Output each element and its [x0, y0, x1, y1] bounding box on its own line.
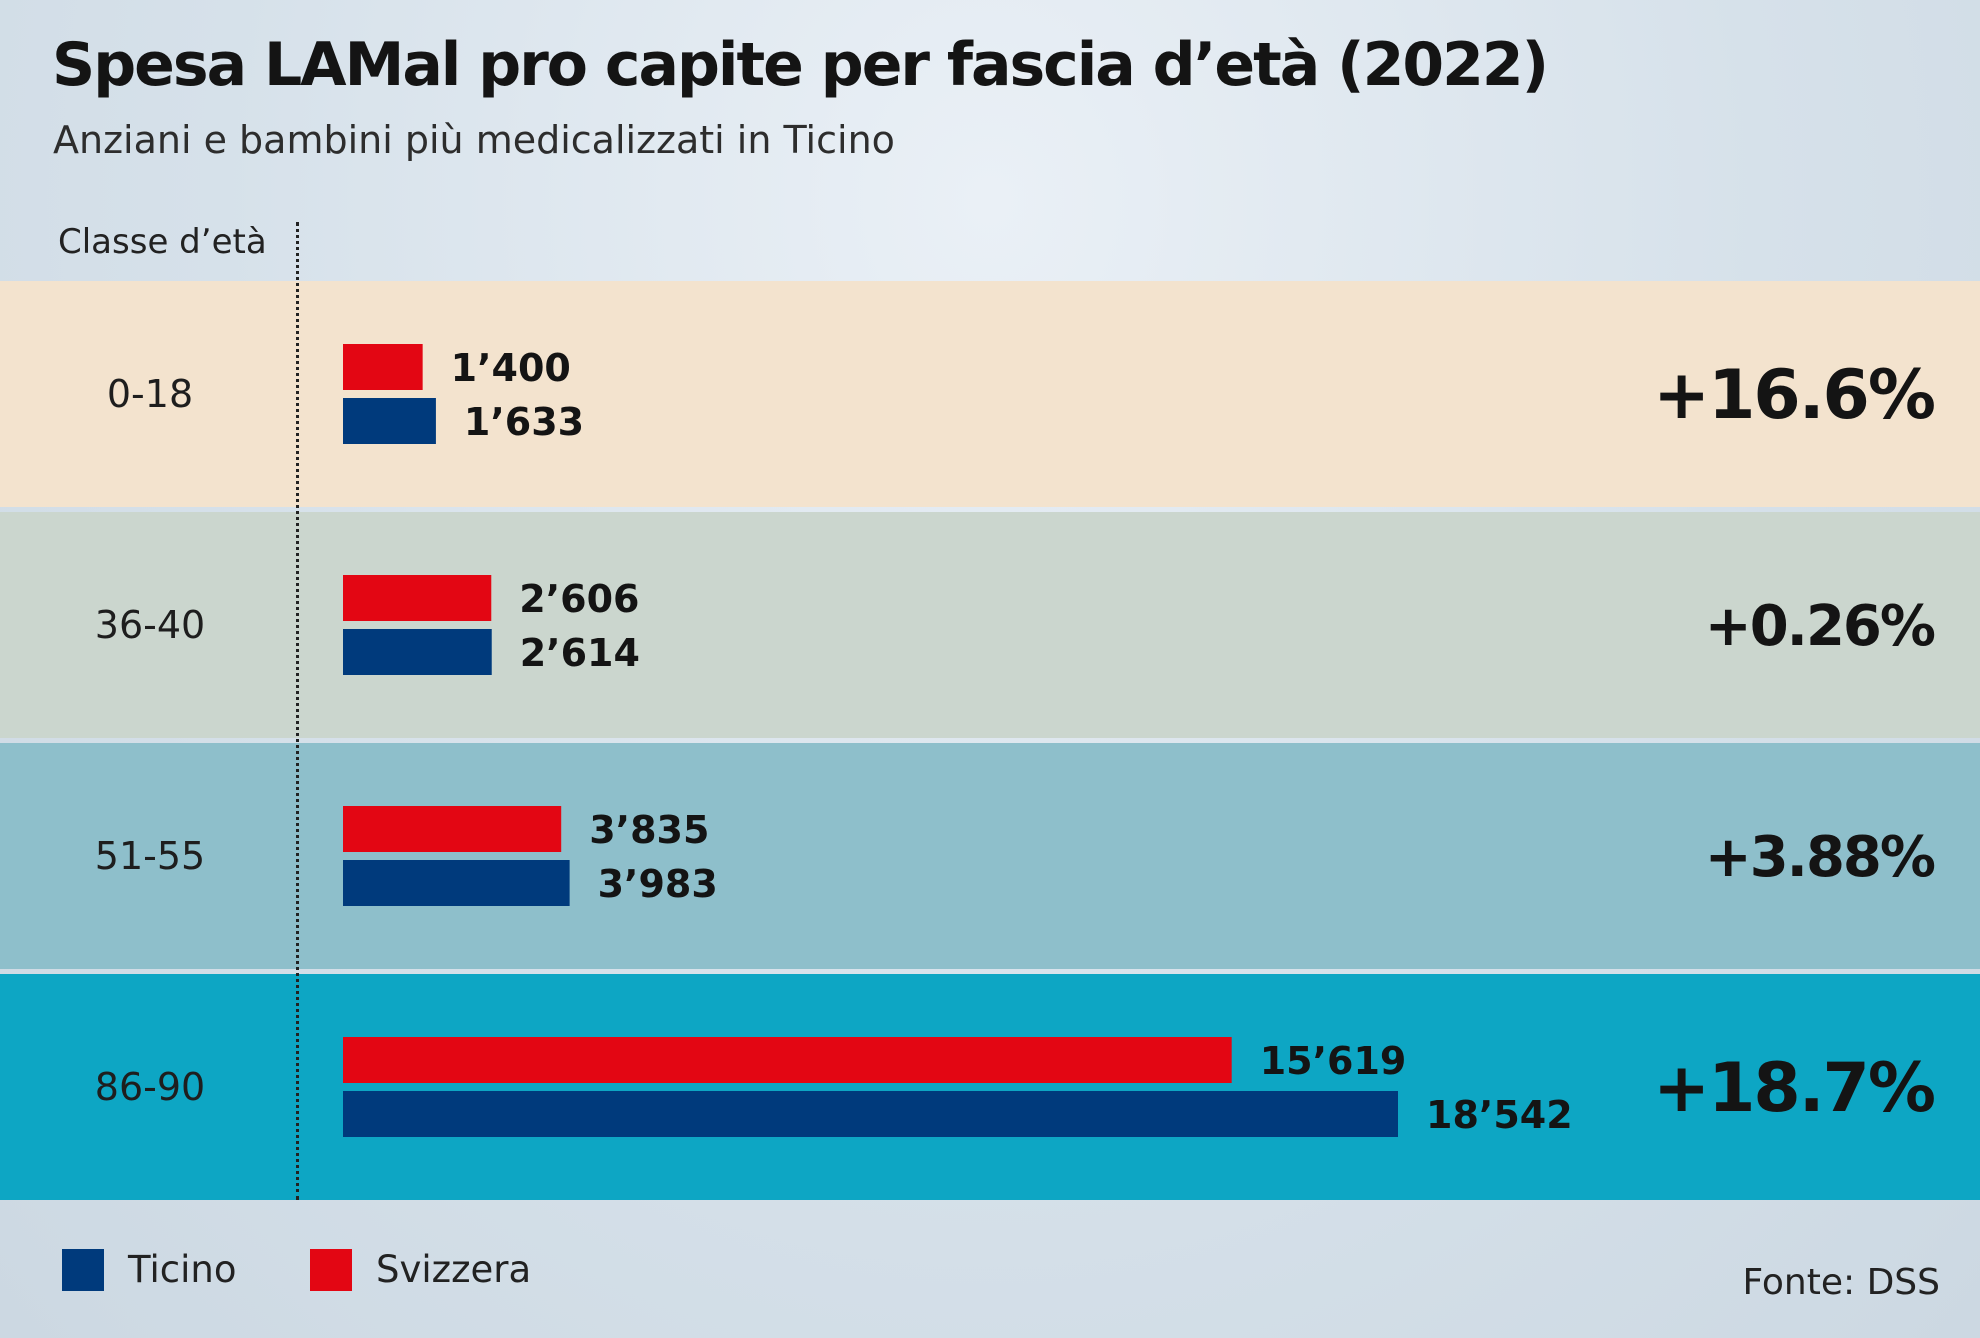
category-axis-label: Classe d’età: [58, 222, 267, 262]
bar-ticino-36-40: [343, 629, 492, 675]
legend-item-ticino: Ticino: [62, 1248, 236, 1291]
value-label-svizzera-51-55: 3’835: [589, 808, 709, 852]
category-axis-divider: [296, 222, 299, 1200]
value-label-ticino-0-18: 1’633: [464, 400, 584, 444]
difference-label-36-40: +0.26%: [1705, 594, 1935, 659]
category-label-86-90: 86-90: [95, 1065, 205, 1109]
value-label-ticino-86-90: 18’542: [1426, 1093, 1573, 1137]
bar-svizzera-51-55: [343, 806, 562, 852]
legend-label-ticino: Ticino: [128, 1248, 237, 1291]
legend-swatch-ticino: [62, 1248, 104, 1291]
value-label-svizzera-86-90: 15’619: [1260, 1039, 1407, 1083]
category-label-36-40: 36-40: [95, 603, 205, 647]
category-label-51-55: 51-55: [95, 834, 205, 878]
row-band-86-90: [0, 974, 1980, 1200]
value-label-ticino-51-55: 3’983: [598, 862, 718, 906]
bar-svizzera-0-18: [343, 344, 423, 390]
value-label-svizzera-36-40: 2’606: [519, 577, 639, 621]
difference-label-0-18: +16.6%: [1653, 356, 1934, 435]
bar-svizzera-36-40: [343, 575, 492, 621]
source-note: Fonte: DSS: [1742, 1262, 1940, 1303]
bar-ticino-51-55: [343, 860, 570, 906]
bar-ticino-86-90: [343, 1091, 1398, 1137]
value-label-ticino-36-40: 2’614: [520, 631, 640, 675]
legend-label-svizzera: Svizzera: [376, 1248, 532, 1291]
legend-item-svizzera: Svizzera: [310, 1248, 531, 1291]
row-band-0-18: [0, 281, 1980, 507]
row-band-36-40: [0, 512, 1980, 738]
bar-svizzera-86-90: [343, 1037, 1232, 1083]
value-label-svizzera-0-18: 1’400: [451, 346, 571, 390]
difference-label-86-90: +18.7%: [1653, 1049, 1934, 1128]
chart-title: Spesa LAMal pro capite per fascia d’età …: [52, 30, 1549, 100]
category-label-0-18: 0-18: [107, 372, 193, 416]
difference-label-51-55: +3.88%: [1705, 825, 1935, 890]
legend-swatch-svizzera: [310, 1248, 352, 1291]
row-band-51-55: [0, 743, 1980, 969]
bar-ticino-0-18: [343, 398, 436, 444]
chart-subtitle: Anziani e bambini più medicalizzati in T…: [53, 118, 895, 162]
